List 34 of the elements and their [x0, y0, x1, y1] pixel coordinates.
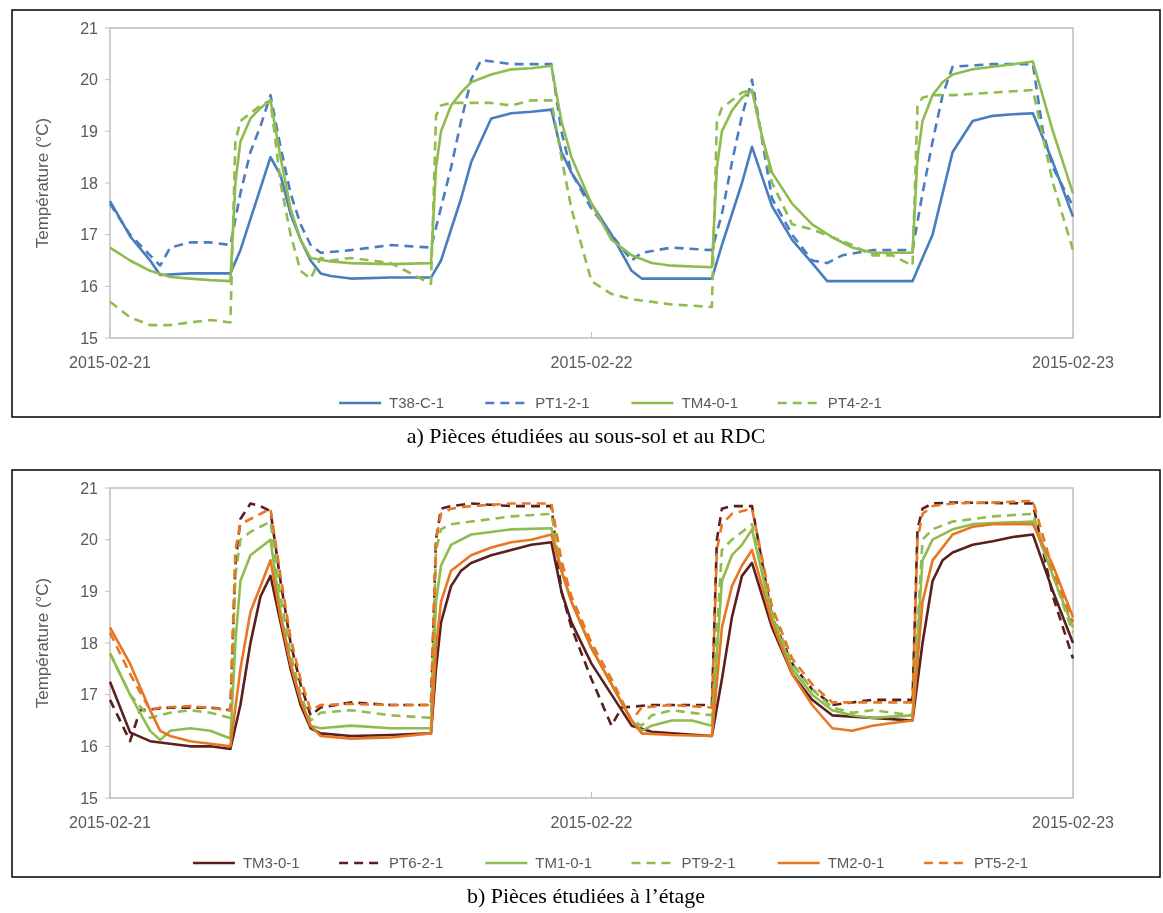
y-tick-label: 18 — [80, 174, 99, 192]
y-tick-label: 19 — [80, 582, 99, 600]
y-axis-title: Température (°C) — [33, 577, 52, 709]
text: a) Pièces étudiées au sous-sol et au RDC — [406, 423, 766, 448]
y-tick-label: 21 — [80, 479, 99, 497]
legend-label: PT9-2-1 — [681, 854, 736, 872]
x-tick-label: 2015-02-23 — [1032, 814, 1115, 831]
y-tick-label: 15 — [80, 329, 99, 347]
y-axis-title: Température (°C) — [33, 117, 52, 249]
y-tick-label: 21 — [80, 19, 99, 37]
legend-label: TM4-0-1 — [681, 394, 739, 412]
legend-label: PT4-2-1 — [827, 394, 882, 412]
y-tick-label: 15 — [80, 789, 99, 807]
y-tick-label: 18 — [80, 634, 99, 652]
y-tick-label: 16 — [80, 737, 99, 755]
x-tick-label: 2015-02-22 — [550, 354, 633, 371]
legend-label: PT1-2-1 — [535, 394, 590, 412]
y-tick-label: 17 — [80, 226, 99, 244]
legend-label: TM2-0-1 — [827, 854, 885, 872]
x-tick-label: 2015-02-22 — [550, 814, 633, 831]
x-tick-label: 2015-02-21 — [69, 814, 152, 831]
y-tick-label: 20 — [80, 531, 99, 549]
legend-label: PT5-2-1 — [973, 854, 1029, 872]
y-tick-label: 17 — [80, 686, 99, 704]
legend-label: TM1-0-1 — [535, 854, 592, 872]
legend-label: PT6-2-1 — [389, 854, 444, 872]
legend-label: T38-C-1 — [389, 394, 445, 412]
x-tick-label: 2015-02-23 — [1032, 354, 1115, 371]
y-tick-label: 16 — [80, 277, 99, 295]
y-tick-label: 20 — [80, 71, 99, 89]
y-tick-label: 19 — [80, 122, 99, 140]
text: b) Pièces étudiées à l’étage — [466, 883, 706, 908]
x-tick-label: 2015-02-21 — [69, 354, 152, 371]
legend-label: TM3-0-1 — [242, 854, 300, 872]
